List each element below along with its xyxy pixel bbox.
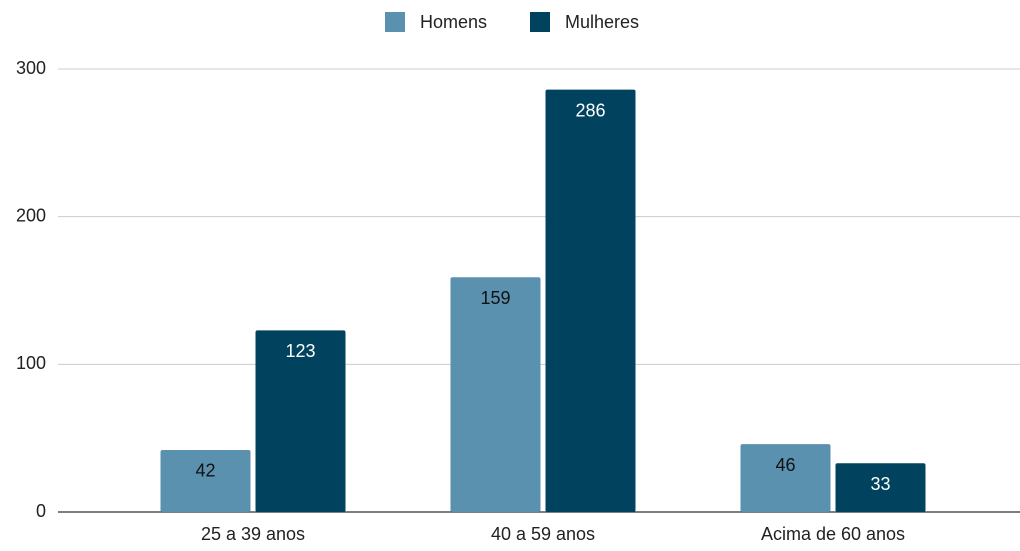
value-label: 42 xyxy=(195,461,215,481)
value-label: 123 xyxy=(285,341,315,361)
legend-label: Homens xyxy=(420,12,487,32)
y-tick-label: 200 xyxy=(16,205,46,225)
legend-swatch xyxy=(530,12,550,32)
value-label: 46 xyxy=(775,455,795,475)
y-tick-label: 300 xyxy=(16,58,46,78)
x-tick-label: Acima de 60 anos xyxy=(761,524,905,544)
value-label: 286 xyxy=(575,100,605,120)
bar xyxy=(545,89,636,512)
value-label: 159 xyxy=(480,288,510,308)
x-tick-label: 40 a 59 anos xyxy=(491,524,595,544)
value-label: 33 xyxy=(870,474,890,494)
bar xyxy=(740,444,831,512)
bar xyxy=(450,277,541,512)
bar xyxy=(255,330,346,512)
bar xyxy=(160,449,251,512)
legend-swatch xyxy=(385,12,405,32)
x-tick-label: 25 a 39 anos xyxy=(201,524,305,544)
legend-label: Mulheres xyxy=(565,12,639,32)
bar xyxy=(835,463,926,512)
y-tick-label: 100 xyxy=(16,353,46,373)
y-tick-label: 0 xyxy=(36,501,46,521)
